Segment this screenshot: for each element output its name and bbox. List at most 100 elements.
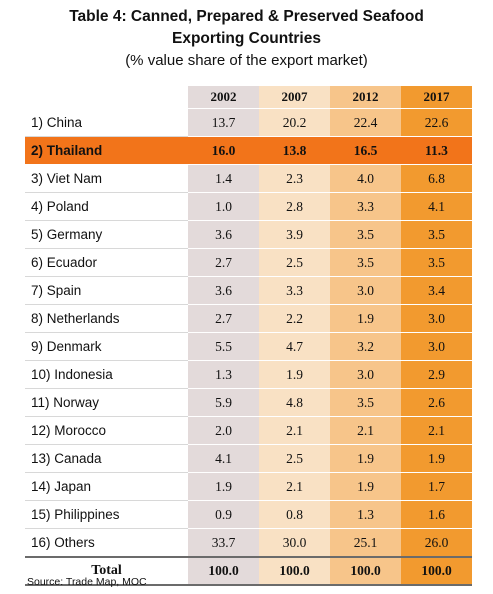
value-cell: 0.8 — [259, 500, 330, 529]
value-cell: 3.6 — [188, 220, 259, 249]
value-cell: 1.9 — [401, 444, 472, 473]
value-cell: 2.1 — [259, 416, 330, 445]
value-cell: 3.0 — [401, 304, 472, 333]
total-value-cell: 100.0 — [259, 556, 330, 586]
value-cell: 4.0 — [330, 164, 401, 193]
table-row: 3) Viet Nam 1.4 2.3 4.0 6.8 — [25, 164, 472, 193]
year-header: 2002 — [188, 86, 259, 109]
country-cell: 12) Morocco — [25, 416, 188, 445]
table-row: 6) Ecuador 2.7 2.5 3.5 3.5 — [25, 248, 472, 277]
value-cell: 3.0 — [401, 332, 472, 361]
value-cell: 16.0 — [188, 136, 259, 165]
value-cell: 3.9 — [259, 220, 330, 249]
value-cell: 2.5 — [259, 248, 330, 277]
country-cell: 2) Thailand — [25, 136, 188, 165]
table-row: 10) Indonesia 1.3 1.9 3.0 2.9 — [25, 360, 472, 389]
value-cell: 20.2 — [259, 108, 330, 137]
value-cell: 2.9 — [401, 360, 472, 389]
value-cell: 3.5 — [330, 248, 401, 277]
value-cell: 11.3 — [401, 136, 472, 165]
value-cell: 2.0 — [188, 416, 259, 445]
value-cell: 0.9 — [188, 500, 259, 529]
table-title-line2: Exporting Countries — [172, 30, 321, 47]
year-header: 2012 — [330, 86, 401, 109]
value-cell: 1.9 — [188, 472, 259, 501]
value-cell: 6.8 — [401, 164, 472, 193]
value-cell: 1.9 — [330, 472, 401, 501]
value-cell: 1.4 — [188, 164, 259, 193]
value-cell: 4.7 — [259, 332, 330, 361]
value-cell: 2.8 — [259, 192, 330, 221]
total-value-cell: 100.0 — [188, 556, 259, 586]
value-cell: 1.3 — [330, 500, 401, 529]
value-cell: 5.5 — [188, 332, 259, 361]
value-cell: 2.1 — [330, 416, 401, 445]
value-cell: 1.6 — [401, 500, 472, 529]
value-cell: 4.8 — [259, 388, 330, 417]
country-cell: 14) Japan — [25, 472, 188, 501]
table-row: 11) Norway 5.9 4.8 3.5 2.6 — [25, 388, 472, 417]
value-cell: 3.6 — [188, 276, 259, 305]
value-cell: 13.7 — [188, 108, 259, 137]
table-row: 1) China 13.7 20.2 22.4 22.6 — [25, 108, 472, 137]
country-cell: 5) Germany — [25, 220, 188, 249]
table-title: Table 4: Canned, Prepared & Preserved Se… — [69, 8, 424, 25]
table-subtitle: (% value share of the export market) — [125, 52, 368, 69]
table-row: 15) Philippines 0.9 0.8 1.3 1.6 — [25, 500, 472, 529]
value-cell: 4.1 — [188, 444, 259, 473]
value-cell: 4.1 — [401, 192, 472, 221]
table-row: 16) Others 33.7 30.0 25.1 26.0 — [25, 528, 472, 558]
value-cell: 1.9 — [259, 360, 330, 389]
year-header: 2017 — [401, 86, 472, 109]
value-cell: 2.7 — [188, 304, 259, 333]
value-cell: 2.1 — [259, 472, 330, 501]
country-cell: 3) Viet Nam — [25, 164, 188, 193]
country-cell: 9) Denmark — [25, 332, 188, 361]
value-cell: 26.0 — [401, 528, 472, 558]
value-cell: 33.7 — [188, 528, 259, 558]
total-value-cell: 100.0 — [401, 556, 472, 586]
country-cell: 4) Poland — [25, 192, 188, 221]
value-cell: 30.0 — [259, 528, 330, 558]
value-cell: 1.7 — [401, 472, 472, 501]
value-cell: 2.6 — [401, 388, 472, 417]
country-cell: 1) China — [25, 108, 188, 137]
country-cell: 13) Canada — [25, 444, 188, 473]
table-row: 12) Morocco 2.0 2.1 2.1 2.1 — [25, 416, 472, 445]
value-cell: 3.5 — [401, 220, 472, 249]
table-row: 8) Netherlands 2.7 2.2 1.9 3.0 — [25, 304, 472, 333]
value-cell: 2.1 — [401, 416, 472, 445]
value-cell: 22.4 — [330, 108, 401, 137]
source-note: Source: Trade Map, MOC — [27, 576, 147, 588]
value-cell: 25.1 — [330, 528, 401, 558]
value-cell: 1.9 — [330, 304, 401, 333]
table-row: 9) Denmark 5.5 4.7 3.2 3.0 — [25, 332, 472, 361]
value-cell: 3.2 — [330, 332, 401, 361]
country-cell: 16) Others — [25, 528, 188, 558]
total-row: Total 100.0 100.0 100.0 100.0 — [25, 556, 472, 586]
value-cell: 1.9 — [330, 444, 401, 473]
value-cell: 3.0 — [330, 276, 401, 305]
value-cell: 16.5 — [330, 136, 401, 165]
header-row: 2002 2007 2012 2017 — [25, 86, 472, 109]
value-cell: 3.5 — [401, 248, 472, 277]
country-cell: 6) Ecuador — [25, 248, 188, 277]
value-cell: 2.7 — [188, 248, 259, 277]
table-row: 5) Germany 3.6 3.9 3.5 3.5 — [25, 220, 472, 249]
value-cell: 5.9 — [188, 388, 259, 417]
table-row: 4) Poland 1.0 2.8 3.3 4.1 — [25, 192, 472, 221]
value-cell: 3.5 — [330, 220, 401, 249]
value-cell: 3.4 — [401, 276, 472, 305]
country-cell: 8) Netherlands — [25, 304, 188, 333]
value-cell: 2.5 — [259, 444, 330, 473]
country-cell: 11) Norway — [25, 388, 188, 417]
value-cell: 2.2 — [259, 304, 330, 333]
total-label: Total — [25, 556, 188, 586]
value-cell: 13.8 — [259, 136, 330, 165]
value-cell: 3.5 — [330, 388, 401, 417]
table-row: 14) Japan 1.9 2.1 1.9 1.7 — [25, 472, 472, 501]
export-share-table: 2002 2007 2012 2017 1) China 13.7 20.2 22.4… — [25, 86, 472, 586]
table-row-highlighted: 2) Thailand 16.0 13.8 16.5 11.3 — [25, 136, 472, 165]
total-value-cell: 100.0 — [330, 556, 401, 586]
country-cell: 7) Spain — [25, 276, 188, 305]
